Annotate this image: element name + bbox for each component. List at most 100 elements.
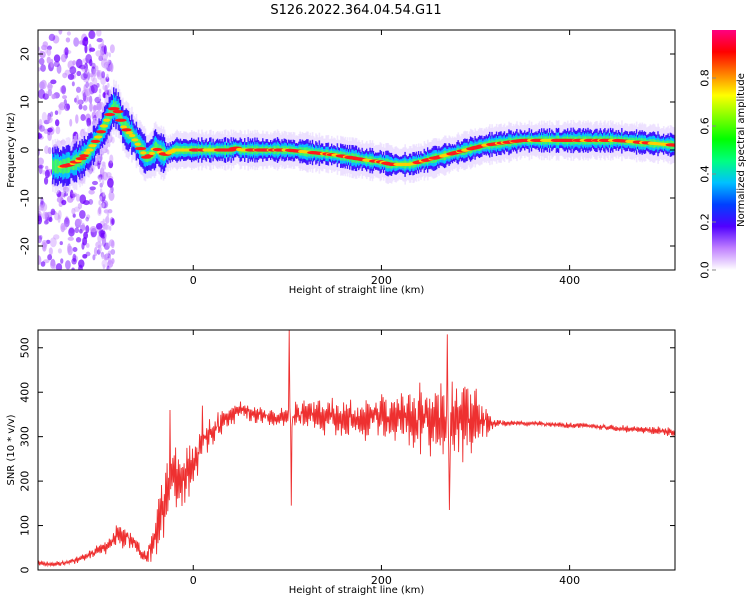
spectrogram-noise	[95, 222, 103, 230]
spectrogram-noise	[79, 194, 87, 205]
spectrogram-noise	[83, 36, 89, 42]
spectrogram-noise	[72, 60, 77, 66]
spectrogram-noise	[108, 160, 114, 169]
spectrogram-noise	[54, 110, 59, 116]
spectrogram-noise	[50, 58, 54, 68]
spectrogram-noise	[106, 212, 110, 218]
spectrogram-core	[140, 151, 147, 155]
spectrogram-noise	[82, 105, 88, 111]
spectrogram-noise	[101, 167, 104, 173]
spectrogram-noise	[89, 102, 93, 112]
spectrogram-noise	[111, 258, 115, 264]
spectrogram-band	[54, 158, 56, 174]
spectrogram-noise	[109, 62, 114, 73]
spectrogram-noise	[72, 247, 78, 252]
spectrogram-noise	[73, 37, 80, 47]
spectrogram-core	[148, 151, 156, 155]
snr-frame	[37, 329, 676, 571]
spectrogram-noise	[107, 224, 110, 230]
spectrogram-noise	[102, 225, 105, 231]
spectrogram-noise	[103, 45, 107, 55]
spectrogram-noise	[90, 73, 95, 82]
spectrogram-noise	[50, 79, 57, 85]
spectrogram-y-tick-label: 10	[19, 95, 32, 109]
snr-marks	[37, 329, 675, 568]
spectrogram-noise	[60, 258, 64, 264]
spectrogram-noise	[100, 75, 107, 85]
snr-ticks: 0 200 400 0 100 200 300 400 500	[19, 330, 675, 587]
spectrogram-noise	[101, 179, 105, 185]
colorbar-gradient	[712, 30, 736, 270]
spectrogram-noise	[85, 242, 90, 249]
spectrogram-noise	[44, 145, 49, 154]
spectrogram-noise	[109, 154, 114, 164]
spectrogram-noise	[82, 253, 88, 259]
spectrogram-noise	[47, 254, 53, 261]
spectrogram-noise	[107, 142, 111, 148]
spectrogram-noise	[54, 212, 60, 221]
spectrogram-noise	[111, 218, 115, 226]
spectrogram-band	[139, 139, 141, 154]
spectrogram-band	[52, 158, 54, 173]
spectrogram-noise	[40, 79, 47, 90]
spectrogram-noise	[90, 84, 98, 94]
spectrogram-noise	[58, 102, 66, 111]
spectrogram-noise	[92, 77, 98, 87]
spectrogram-noise	[63, 217, 70, 228]
spectrogram-noise	[75, 237, 82, 243]
spectrogram-noise	[85, 216, 90, 222]
spectrogram-noise	[66, 103, 70, 110]
spectrogram-noise	[109, 44, 115, 54]
spectrogram-noise	[79, 209, 86, 219]
spectrogram-core	[88, 144, 97, 148]
spectrogram-noise	[101, 39, 105, 45]
spectrogram-noise	[61, 85, 67, 95]
spectrogram-noise	[96, 30, 102, 37]
spectrogram-noise	[104, 233, 107, 239]
spectrogram-panel: 0 200 400 -20 -10 0 10 20 Height of straight li…	[6, 29, 676, 296]
spectrogram-noise	[100, 52, 104, 59]
spectrogram-core	[79, 154, 89, 158]
spectrogram-noise	[38, 125, 45, 132]
spectrogram-core	[85, 148, 94, 152]
spectrogram-core	[120, 125, 128, 129]
spectrogram-noise	[38, 204, 45, 211]
spectrogram-noise	[60, 225, 68, 231]
spectrogram-noise	[67, 73, 75, 80]
spectrogram-noise	[38, 57, 45, 65]
spectrogram-noise	[85, 53, 93, 64]
figure-title: S126.2022.364.04.54.G11	[270, 3, 441, 18]
colorbar-ticks: 0.0 0.2 0.4 0.6 0.8	[699, 69, 716, 279]
spectrogram-noise	[38, 255, 42, 265]
spectrogram-noise	[80, 114, 86, 122]
spectrogram-core	[94, 135, 103, 139]
spectrogram-noise	[93, 246, 98, 257]
spectrogram-band	[119, 110, 122, 124]
snr-y-tick-label: 100	[19, 515, 32, 536]
spectrogram-y-tick-label: -10	[19, 189, 32, 207]
spectrogram-noise	[50, 208, 56, 216]
spectrogram-x-tick-label: 0	[190, 274, 197, 287]
spectrogram-noise	[86, 96, 92, 102]
spectrogram-noise	[75, 95, 80, 106]
spectrogram-noise	[98, 177, 102, 183]
colorbar-tick-label: 0.4	[699, 165, 712, 183]
spectrogram-noise	[51, 258, 56, 266]
spectrogram-band	[53, 160, 55, 172]
spectrogram-noise	[44, 91, 50, 99]
spectrogram-noise	[76, 70, 82, 77]
snr-x-tick-label: 0	[190, 574, 197, 587]
spectrogram-noise	[59, 241, 63, 246]
spectrogram-noise	[89, 226, 97, 233]
spectrogram-noise	[85, 68, 90, 75]
spectrogram-noise	[110, 240, 115, 249]
snr-x-tick-label: 200	[371, 574, 392, 587]
spectrogram-noise	[84, 43, 88, 54]
spectrogram-noise	[54, 119, 60, 127]
colorbar-label: Normalized spectral amplitude	[736, 73, 747, 227]
spectrogram-noise	[55, 126, 61, 135]
spectrogram-band	[55, 159, 58, 173]
spectrogram-noise	[106, 73, 109, 79]
spectrogram-noise	[93, 68, 97, 77]
spectrogram-noise	[43, 220, 49, 225]
